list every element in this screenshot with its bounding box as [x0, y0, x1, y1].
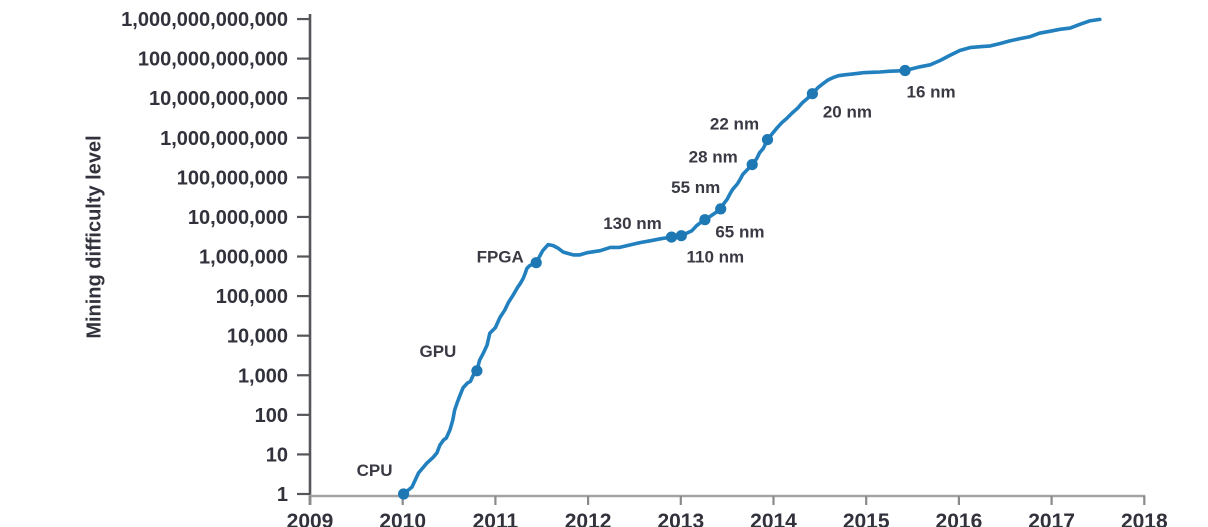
annotation-28-nm: 28 nm — [689, 148, 738, 167]
y-tick-label: 100,000,000,000 — [138, 49, 288, 71]
marker-fpga — [530, 257, 542, 269]
y-axis-title: Mining difficulty level — [83, 135, 106, 339]
y-tick-label: 1 — [277, 484, 288, 506]
x-tick-label: 2013 — [657, 510, 704, 527]
y-tick-label: 10 — [266, 444, 288, 466]
x-tick-label: 2012 — [565, 510, 612, 527]
x-tick-label: 2014 — [750, 510, 797, 527]
marker-55-nm — [715, 203, 727, 215]
y-tick-label: 100 — [255, 405, 288, 427]
y-tick-label: 100,000 — [216, 286, 288, 308]
annotation-cpu: CPU — [357, 461, 393, 480]
y-tick-label: 1,000,000 — [199, 247, 288, 269]
marker-22-nm — [761, 134, 774, 146]
annotation-130-nm: 130 nm — [603, 214, 662, 233]
annotation-110-nm: 110 nm — [686, 248, 744, 267]
annotation-16-nm: 16 nm — [907, 83, 956, 102]
y-tick-label: 1,000 — [238, 365, 288, 387]
y-tick-label: 100,000,000 — [177, 167, 288, 189]
marker-28-nm — [746, 159, 758, 171]
marker-20-nm — [806, 88, 819, 100]
annotation-fpga: FPGA — [477, 248, 524, 267]
y-tick-label: 10,000 — [227, 326, 288, 348]
x-tick-label: 2015 — [843, 510, 890, 527]
x-tick-label: 2009 — [287, 510, 334, 527]
x-tick-label: 2016 — [936, 510, 983, 527]
marker-130-nm — [665, 231, 678, 243]
x-tick-label: 2010 — [379, 510, 426, 527]
annotation-gpu: GPU — [419, 342, 456, 361]
annotation-20-nm: 20 nm — [823, 103, 872, 122]
y-tick-label: 1,000,000,000,000 — [121, 9, 288, 31]
x-tick-label: 2018 — [1121, 510, 1168, 527]
marker-gpu — [471, 365, 483, 377]
annotation-22-nm: 22 nm — [710, 115, 759, 134]
marker-cpu — [398, 488, 410, 500]
marker-65-nm — [699, 214, 711, 226]
y-tick-label: 1,000,000,000 — [160, 128, 288, 150]
y-tick-label: 10,000,000 — [188, 207, 288, 229]
y-tick-label: 10,000,000,000 — [149, 88, 288, 110]
x-tick-label: 2017 — [1028, 510, 1075, 527]
x-tick-label: 2011 — [473, 510, 519, 527]
marker-16-nm — [899, 64, 911, 77]
annotation-65-nm: 65 nm — [715, 223, 764, 242]
annotation-55-nm: 55 nm — [671, 178, 720, 197]
marker-110-nm — [675, 230, 687, 242]
